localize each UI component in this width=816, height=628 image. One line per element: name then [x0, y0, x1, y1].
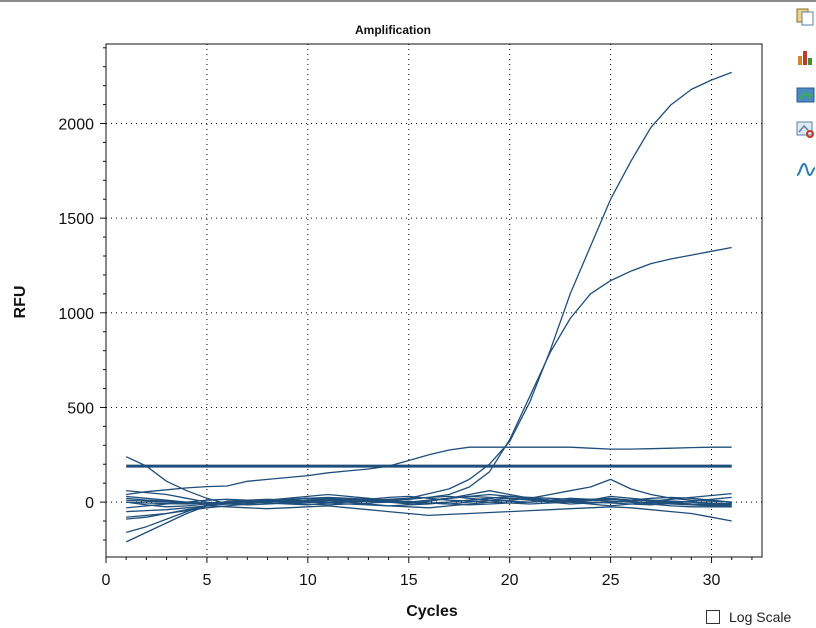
x-tick-label: 20 [501, 572, 519, 589]
log-scale-label: Log Scale [729, 609, 792, 625]
amplification-curve [126, 478, 732, 509]
plot-area [105, 43, 763, 558]
x-tick-label: 15 [400, 572, 418, 589]
amplification-curve [126, 505, 732, 522]
y-tick-label: 1000 [58, 306, 94, 323]
series-layer [125, 71, 732, 543]
y-tick-label: 2000 [58, 117, 94, 134]
y-axis-title: RFU [12, 286, 29, 319]
amplification-curve [126, 446, 732, 496]
x-tick-label: 10 [299, 572, 317, 589]
x-tick-label: 0 [102, 572, 111, 589]
trace-style-icon[interactable] [796, 160, 816, 178]
x-tick-label: 25 [602, 572, 620, 589]
amplification-curve [126, 493, 732, 509]
y-tick-labels: 0 500 1000 1500 2000 [58, 117, 94, 513]
log-scale-toggle[interactable]: Log Scale [706, 608, 791, 626]
chart-title: Amplification [355, 23, 431, 37]
chart-settings-icon[interactable] [796, 48, 816, 66]
zoom-chart-icon[interactable] [796, 120, 816, 138]
minor-ticks [100, 47, 753, 563]
x-tick-labels: 0 5 10 15 20 25 30 [102, 572, 721, 589]
export-image-icon[interactable] [796, 86, 816, 104]
window-top-border [0, 0, 816, 2]
x-axis-title: Cycles [406, 603, 458, 620]
x-tick-label: 30 [703, 572, 721, 589]
copy-icon[interactable] [796, 8, 816, 26]
y-tick-label: 0 [85, 495, 94, 512]
log-scale-checkbox[interactable] [706, 610, 720, 624]
amplification-curve [126, 495, 732, 508]
y-tick-label: 1500 [58, 211, 94, 228]
y-tick-label: 500 [67, 400, 94, 417]
grid [106, 44, 762, 557]
x-tick-label: 5 [202, 572, 211, 589]
